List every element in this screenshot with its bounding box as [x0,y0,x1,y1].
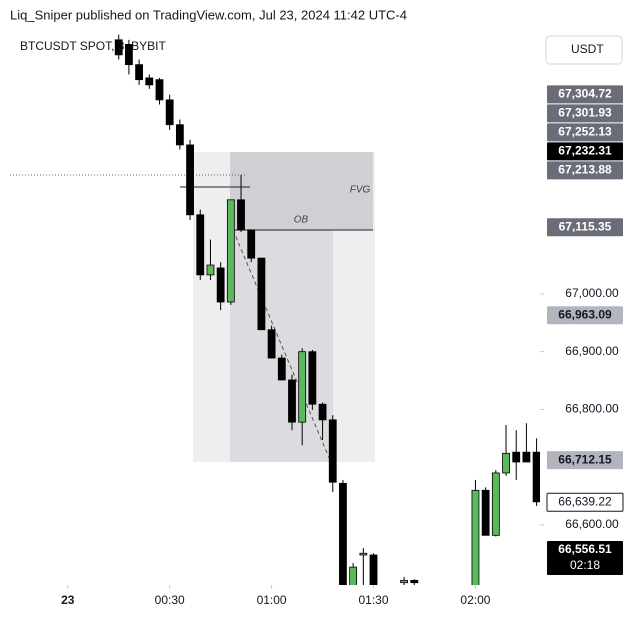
price-tag-label: 66,712.15 [558,452,612,466]
price-tag-label: 66,639.22 [558,494,612,508]
currency[interactable]: USDT [571,42,604,56]
countdown: 02:18 [570,558,600,572]
candle-body [175,124,184,146]
x-tick-label: 00:30 [155,593,185,607]
price-tag-label: 66,963.09 [558,307,612,321]
candle-body [512,451,521,463]
price-tag-label: 67,252.13 [558,125,612,139]
candle-body [481,489,490,536]
candle-body [318,403,327,421]
x-tick-label: 01:30 [359,593,389,607]
symbol: BTCUSDT SPOT, 3, BYBIT [20,39,166,53]
candle-body [247,229,256,259]
candle-body [145,77,154,86]
price-tag [546,492,624,512]
candle-body [308,351,317,405]
candle-body [226,199,235,303]
price-tag [547,104,623,123]
candle-body [532,451,540,503]
price-tag-label: 67,232.31 [558,144,612,158]
fvg-zone [230,152,373,230]
price-tag [547,161,623,180]
x-tick-label: 02:00 [460,593,490,607]
candle-body [522,451,531,463]
candle-body [369,554,378,585]
y-tick-label: 66,800.00 [565,402,619,416]
candle-body [298,351,307,423]
price-tag [547,306,623,325]
price-tag [547,85,623,104]
drawings: FVG OB [10,34,540,585]
candle-body [491,472,500,536]
candle-body [155,79,164,101]
candle-body [125,44,133,66]
candle-body [216,267,225,303]
price-tag-label: 67,213.88 [558,163,612,177]
candle-body [349,566,358,585]
candle-body [186,144,194,216]
candle-body [267,329,276,359]
price-tag-label: 67,115.35 [559,219,612,233]
annotation: OB [294,215,309,226]
candle-body [165,99,174,126]
axes: 67,000.00 66,900.00 66,800.00 66,600.00 23 00… [61,85,624,607]
candle-body [206,264,215,276]
price-tag [547,123,623,142]
candle-body [196,214,205,276]
candle-body [410,579,419,584]
candle-body [339,482,347,585]
candle-body [288,379,296,423]
price-tag [547,541,623,576]
price-tag [547,451,623,470]
y-tick-label: 66,900.00 [565,344,619,358]
annotation: FVG [350,185,371,196]
candles [114,34,540,585]
zone [230,230,333,462]
candle-body [277,357,286,381]
price-tag [547,142,623,161]
candle-body [135,64,144,81]
candle-body [400,579,409,584]
candle-body [114,39,123,56]
price-tag-label: 67,304.72 [558,87,612,101]
currency-button[interactable] [545,35,623,65]
price-tag [547,218,623,237]
candle-body [257,257,266,331]
y-tick-label: 66,600.00 [565,517,619,531]
candle-body [502,452,510,474]
header: Liq_Sniper published on TradingView.com,… [10,7,407,22]
candle-body [237,199,245,231]
candle-body [328,419,337,483]
candle-body [471,489,480,585]
price-tag-label: 67,301.93 [558,106,612,120]
x-tick-label: 23 [61,593,75,607]
price-tag-label: 66,556.51 [558,542,612,556]
y-tick-label: 67,000.00 [565,286,619,300]
candle-body [359,552,368,556]
x-tick-label: 01:00 [257,593,287,607]
